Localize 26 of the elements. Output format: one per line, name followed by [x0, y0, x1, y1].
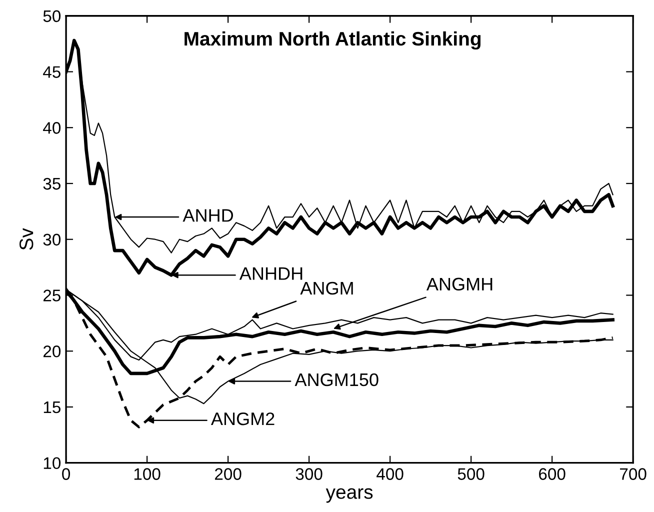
y-tick-label: 35: [43, 178, 60, 190]
x-tick-label: 400: [376, 468, 404, 480]
x-tick-label: 600: [539, 468, 566, 480]
y-axis-title: Sv: [19, 228, 34, 250]
x-tick-label: 0: [62, 468, 70, 480]
x-tick-label: 500: [458, 468, 484, 480]
x-tick-label: 300: [296, 468, 322, 480]
y-tick-label: 40: [43, 122, 61, 134]
x-tick-label: 100: [134, 468, 160, 480]
annotation: ANHDH: [239, 267, 302, 280]
y-tick-label: 10: [44, 457, 61, 470]
x-tick-label: 200: [214, 468, 242, 480]
y-tick-label: 15: [44, 402, 60, 414]
annotation: ANGM: [300, 282, 353, 295]
y-tick-label: 50: [43, 10, 61, 22]
annotation: ANGM2: [210, 412, 274, 426]
y-tick-label: 20: [43, 346, 61, 358]
annotation: ANGMH: [426, 278, 492, 291]
annotation: ANGM150: [294, 373, 378, 386]
annotation: ANHD: [182, 209, 234, 222]
y-tick-label: 45: [43, 66, 60, 78]
text: Maximum North Atlantic Sinking: [184, 31, 481, 50]
x-tick-label: 700: [620, 468, 646, 480]
y-tick-label: 25: [43, 290, 60, 302]
x-axis-title: years: [326, 488, 373, 503]
y-tick-label: 30: [43, 234, 61, 246]
